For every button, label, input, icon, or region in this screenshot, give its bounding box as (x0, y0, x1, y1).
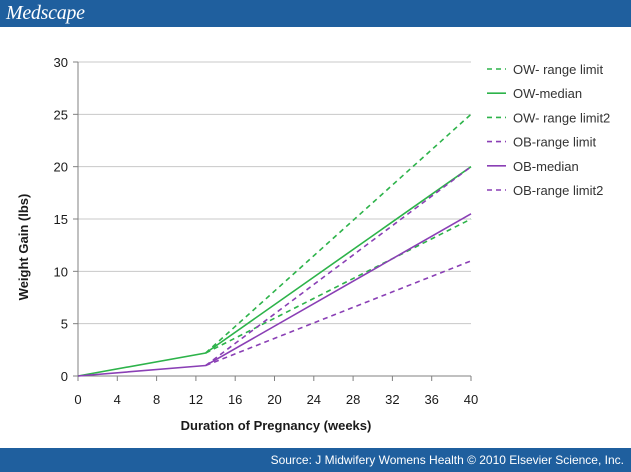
y-tick-label-25: 25 (54, 107, 68, 122)
x-tick-label-8: 8 (153, 392, 160, 407)
y-tick-label-20: 20 (54, 160, 68, 175)
series-line-0 (205, 113, 472, 354)
y-tick-label-10: 10 (54, 264, 68, 279)
series-line-3 (205, 166, 472, 367)
x-tick-label-28: 28 (346, 392, 360, 407)
y-tick-label-0: 0 (61, 369, 68, 384)
legend-label-3: OB-range limit (513, 135, 596, 150)
x-tick-label-12: 12 (189, 392, 203, 407)
axes (73, 61, 472, 381)
source-citation: Source: J Midwifery Womens Health © 2010… (270, 453, 624, 467)
x-tick-label-20: 20 (267, 392, 281, 407)
grid-lines (78, 61, 471, 325)
y-tick-label-30: 30 (54, 55, 68, 70)
series-line-2 (205, 218, 472, 354)
legend-label-4: OB-median (513, 159, 579, 174)
x-tick-label-36: 36 (424, 392, 438, 407)
legend-label-5: OB-range limit2 (513, 183, 603, 198)
legend-label-2: OW- range limit2 (513, 110, 610, 125)
x-tick-label-4: 4 (114, 392, 121, 407)
header-bar: Medscape (0, 0, 631, 27)
series-lines (77, 113, 472, 377)
y-axis-title: Weight Gain (lbs) (16, 194, 31, 301)
x-tick-label-40: 40 (464, 392, 478, 407)
legend-label-1: OW-median (513, 86, 582, 101)
brand-logo: Medscape (6, 2, 85, 24)
y-tick-label-15: 15 (54, 212, 68, 227)
x-axis-title: Duration of Pregnancy (weeks) (181, 418, 372, 433)
x-tick-label-0: 0 (74, 392, 81, 407)
footer-bar: Source: J Midwifery Womens Health © 2010… (0, 448, 631, 472)
x-tick-label-32: 32 (385, 392, 399, 407)
x-tick-label-24: 24 (307, 392, 321, 407)
legend-label-0: OW- range limit (513, 62, 603, 77)
tick-labels: 0 5 10 15 20 25 30 0 4 8 12 16 20 24 28 32 36 40 (54, 55, 479, 407)
legend: OW- range limit OW-median OW- range limit2… (487, 62, 610, 198)
series-line-5 (205, 260, 472, 367)
weight-gain-chart: 0 5 10 15 20 25 30 0 4 8 12 16 20 24 28 32 36 40 Duration… (16, 55, 610, 433)
y-tick-label-5: 5 (61, 317, 68, 332)
x-tick-label-16: 16 (228, 392, 242, 407)
series-line-4 (77, 213, 472, 377)
